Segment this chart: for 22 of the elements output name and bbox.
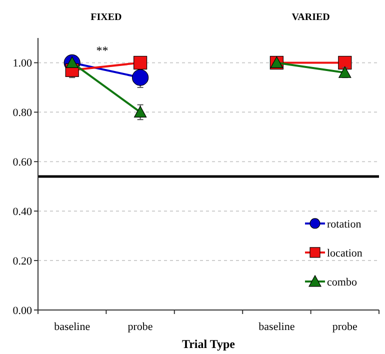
- point: [338, 56, 352, 70]
- legend-label: location: [327, 247, 363, 260]
- point: [338, 66, 352, 78]
- x-tick-label: probe: [332, 321, 358, 333]
- y-tick-label: 1.00: [12, 58, 32, 70]
- legend-label: rotation: [327, 218, 362, 230]
- y-tick-label: 0.20: [12, 255, 32, 268]
- point: [134, 56, 148, 70]
- y-tick-label: 0.80: [12, 107, 32, 120]
- annotation: **: [96, 44, 108, 58]
- x-tick-label: baseline: [54, 321, 90, 333]
- x-tick-label: probe: [128, 321, 153, 333]
- point: [132, 69, 149, 86]
- legend-label: combo: [327, 276, 358, 288]
- x-tick-label: baseline: [258, 321, 295, 333]
- text: VARIED: [292, 12, 330, 23]
- point: [134, 106, 147, 118]
- y-tick-label: 0.60: [12, 156, 32, 168]
- x-axis-title: Trial Type: [182, 337, 236, 351]
- y-tick-label: 0.40: [12, 206, 32, 218]
- y-tick-label: 0.00: [12, 304, 32, 317]
- text: FIXED: [90, 12, 122, 23]
